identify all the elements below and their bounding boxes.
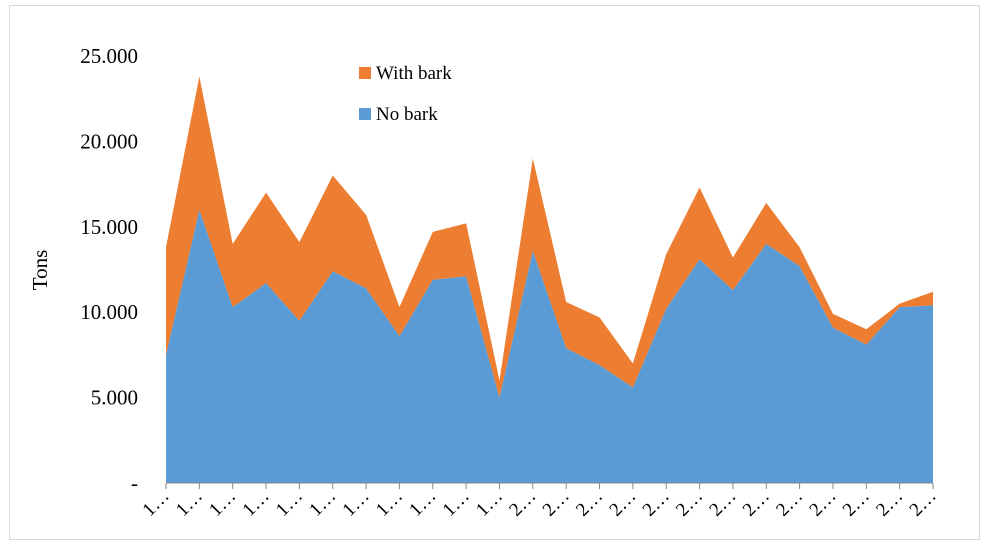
y-tick-label: 25.000 — [80, 44, 138, 68]
x-category-label: 2… — [872, 486, 907, 521]
x-category-label: 2… — [639, 486, 674, 521]
x-category-label: 2… — [805, 486, 840, 521]
x-category-label: 1… — [205, 486, 240, 521]
x-category-label: 2… — [539, 486, 574, 521]
x-category-label: 1… — [372, 486, 407, 521]
x-category-label: 1… — [405, 486, 440, 521]
x-category-label: 1… — [272, 486, 307, 521]
chart-frame: Tons -5.000 10.000 15.000 20.000 25.000 1… 1…… — [9, 5, 980, 540]
y-tick-label: 15.000 — [80, 215, 138, 239]
legend-label: No bark — [376, 104, 438, 125]
x-category-label: 1… — [339, 486, 374, 521]
legend-label: With bark — [376, 63, 452, 84]
legend-swatch — [359, 108, 371, 120]
y-tick-label: - — [131, 471, 138, 495]
x-category-label: 2… — [906, 486, 941, 521]
y-tick-label: 10.000 — [80, 300, 138, 324]
x-category-label: 1… — [305, 486, 340, 521]
x-category-label: 1… — [172, 486, 207, 521]
x-category-label: 2… — [605, 486, 640, 521]
x-category-label: 2… — [672, 486, 707, 521]
y-tick-label: 5.000 — [91, 386, 138, 410]
x-category-label: 2… — [505, 486, 540, 521]
x-category-label: 1… — [139, 486, 174, 521]
area-series-no-bark — [166, 209, 933, 483]
x-category-label: 2… — [739, 486, 774, 521]
x-category-label: 1… — [239, 486, 274, 521]
x-category-label: 1… — [472, 486, 507, 521]
x-category-label: 2… — [705, 486, 740, 521]
y-axis-title: Tons — [28, 250, 52, 291]
x-category-label: 2… — [839, 486, 874, 521]
area-series-with-bark — [166, 76, 933, 398]
legend-swatch — [359, 67, 371, 79]
x-category-label: 2… — [572, 486, 607, 521]
x-category-label: 2… — [772, 486, 807, 521]
x-category-label: 1… — [439, 486, 474, 521]
y-tick-label: 20.000 — [80, 129, 138, 153]
